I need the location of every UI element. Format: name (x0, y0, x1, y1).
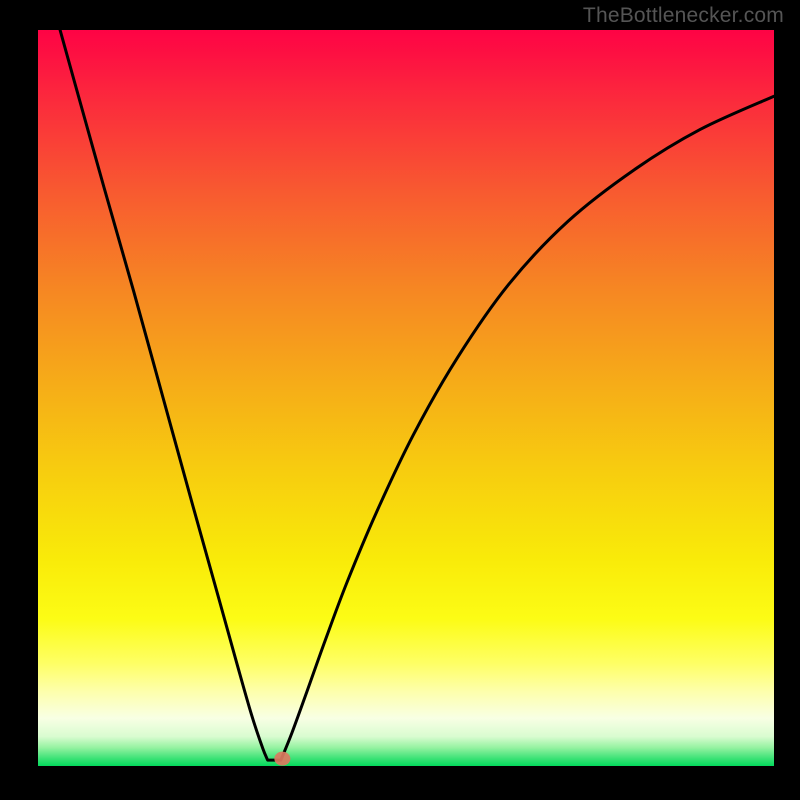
gradient-background (38, 30, 774, 766)
chart-svg (38, 30, 774, 766)
watermark-text: TheBottlenecker.com (583, 4, 784, 28)
chart-container (38, 30, 774, 766)
optimal-point-marker (274, 752, 290, 766)
